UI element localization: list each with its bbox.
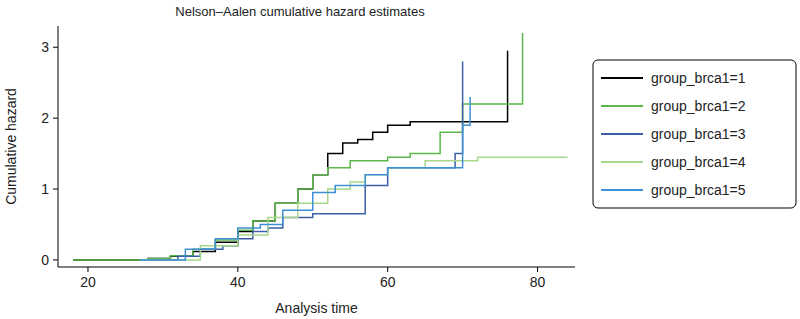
x-tick [387, 267, 388, 272]
series-line [148, 61, 463, 259]
plot-area [73, 33, 568, 260]
x-tick-label: 40 [230, 274, 246, 290]
y-tick [53, 118, 58, 119]
y-axis [58, 26, 59, 267]
x-axis [58, 267, 575, 268]
legend-label: group_brca1=4 [651, 154, 746, 170]
x-tick [237, 267, 238, 272]
series-line [140, 97, 470, 260]
y-tick [53, 259, 58, 260]
legend-swatch [601, 105, 643, 107]
series-line [140, 157, 567, 260]
y-tick-label: 1 [41, 181, 49, 197]
legend-label: group_brca1=5 [651, 182, 746, 198]
series-line [73, 33, 523, 260]
chart: Nelson–Aalen cumulative hazard estimates… [0, 0, 800, 319]
y-tick [53, 47, 58, 48]
x-tick-label: 20 [80, 274, 96, 290]
series-line [73, 51, 508, 260]
legend-swatch [601, 161, 643, 163]
y-axis-label: Cumulative hazard [3, 88, 19, 205]
y-tick-label: 0 [41, 252, 49, 268]
x-tick [537, 267, 538, 272]
legend-swatch [601, 189, 643, 191]
legend-label: group_brca1=2 [651, 98, 746, 114]
y-tick-label: 2 [41, 110, 49, 126]
x-tick [87, 267, 88, 272]
legend-box [593, 60, 796, 208]
legend-label: group_brca1=3 [651, 126, 746, 142]
y-tick [53, 189, 58, 190]
x-tick-label: 60 [380, 274, 396, 290]
x-axis-label: Analysis time [275, 300, 358, 316]
legend-label: group_brca1=1 [651, 70, 746, 86]
title: Nelson–Aalen cumulative hazard estimates [175, 4, 425, 19]
x-tick-label: 80 [530, 274, 546, 290]
legend-swatch [601, 133, 643, 135]
legend-swatch [601, 77, 643, 79]
y-tick-label: 3 [41, 39, 49, 55]
